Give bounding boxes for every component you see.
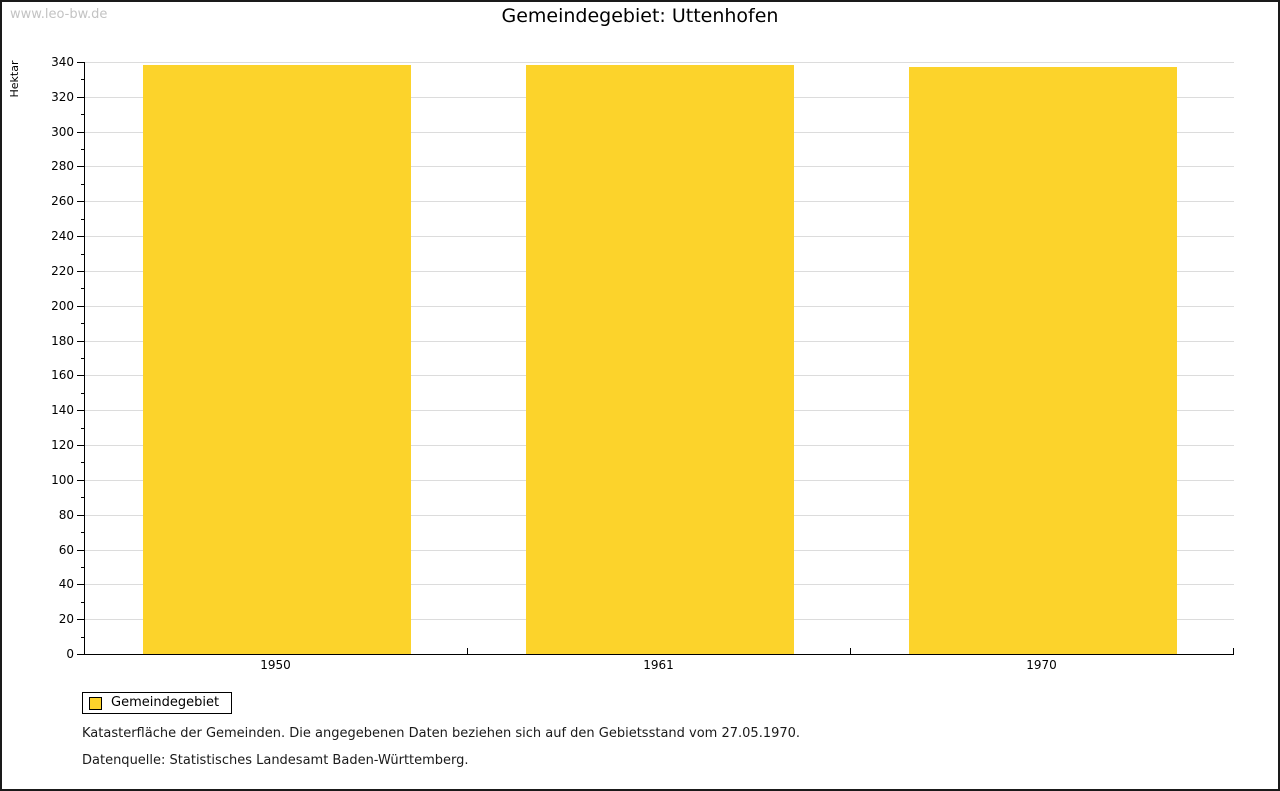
y-axis-minor-tick	[81, 253, 84, 255]
y-axis-tick-label: 320	[51, 89, 74, 104]
y-axis-minor-tick	[81, 497, 84, 499]
y-axis-minor-tick	[81, 183, 84, 185]
y-axis-minor-tick	[81, 601, 84, 603]
y-axis-tick-label: 240	[51, 229, 74, 244]
y-axis-tick-label: 340	[51, 55, 74, 69]
x-axis-label-1950: 1950	[260, 658, 291, 672]
y-axis-tick-label: 20	[58, 612, 74, 627]
y-axis-tick-label: 40	[58, 577, 74, 592]
y-axis-major-tick	[77, 584, 84, 586]
plot-area	[84, 62, 1234, 655]
x-axis-boundary-tick	[850, 648, 851, 654]
y-axis-major-tick	[77, 62, 84, 63]
y-axis-minor-tick	[81, 636, 84, 638]
y-axis-minor-tick	[81, 218, 84, 220]
y-axis-major-tick	[77, 514, 84, 516]
y-axis-minor-tick	[81, 462, 84, 464]
y-axis-minor-tick	[81, 79, 84, 81]
y-axis-major-tick	[77, 236, 84, 238]
y-axis-minor-tick	[81, 288, 84, 290]
y-axis-tick-label: 0	[66, 647, 74, 661]
y-axis-minor-tick	[81, 392, 84, 394]
y-axis-minor-tick	[81, 323, 84, 325]
y-axis-minor-tick	[81, 532, 84, 534]
y-axis-major-tick	[77, 479, 84, 481]
legend-color-swatch	[89, 696, 102, 710]
legend-label: Gemeindegebiet	[111, 695, 220, 710]
watermark-url: www.leo-bw.de	[10, 7, 108, 22]
y-axis-tick-label: 280	[51, 159, 74, 174]
y-axis-minor-tick	[81, 149, 84, 151]
y-axis-minor-tick	[81, 427, 84, 429]
chart-title: Gemeindegebiet: Uttenhofen	[501, 5, 779, 27]
y-axis-major-tick	[77, 340, 84, 342]
y-axis-tick-label: 120	[51, 438, 74, 453]
y-axis-major-tick	[77, 166, 84, 168]
x-axis-boundary-tick	[467, 648, 468, 654]
y-axis-tick-label: 60	[58, 542, 74, 557]
y-axis-tick-label: 160	[51, 368, 74, 383]
footnote-source-note: Katasterfläche der Gemeinden. Die angege…	[82, 726, 801, 741]
footnote-data-source: Datenquelle: Statistisches Landesamt Bad…	[82, 753, 469, 768]
y-axis-major-tick	[77, 445, 84, 447]
y-axis-minor-tick	[81, 358, 84, 359]
y-axis-major-tick	[77, 270, 84, 272]
legend: Gemeindegebiet	[82, 692, 233, 714]
y-axis-major-tick	[77, 549, 84, 551]
y-axis-tick-label: 220	[51, 263, 74, 278]
x-axis-boundary-tick	[1233, 648, 1234, 654]
y-axis-tick-label: 200	[51, 298, 74, 313]
y-axis-minor-tick	[81, 114, 84, 116]
y-axis-major-tick	[77, 410, 84, 412]
y-axis-tick-label: 80	[58, 507, 74, 522]
x-axis-label-1970: 1970	[1026, 658, 1057, 672]
y-axis-major-tick	[77, 131, 84, 133]
y-axis-major-tick	[77, 619, 84, 621]
bar-1970	[908, 67, 1177, 654]
bar-1961	[525, 65, 794, 654]
bar-1950	[142, 65, 411, 654]
y-axis-major-tick	[77, 305, 84, 307]
x-axis-label-1961: 1961	[643, 658, 674, 672]
gridline	[85, 62, 1234, 63]
y-axis-tick-label: 260	[51, 194, 74, 209]
y-axis-tick-label: 140	[51, 403, 74, 418]
y-axis-title: Hektar	[8, 60, 21, 98]
y-axis-tick-label: 300	[51, 124, 74, 139]
y-axis-minor-tick	[81, 566, 84, 568]
y-axis-tick-label: 180	[51, 333, 74, 348]
y-axis-major-tick	[77, 96, 84, 98]
y-axis-major-tick	[77, 654, 84, 655]
y-axis-major-tick	[77, 375, 84, 377]
y-axis-tick-label: 100	[51, 472, 74, 487]
y-axis-major-tick	[77, 201, 84, 203]
